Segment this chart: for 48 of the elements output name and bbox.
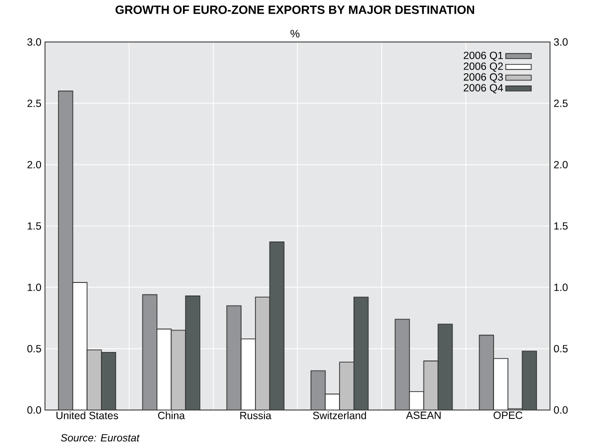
- bar: [170, 330, 186, 410]
- y-tick-label: 3.0: [27, 38, 42, 46]
- chart-subtitle: %: [290, 30, 300, 38]
- bar: [493, 358, 508, 410]
- bar: [269, 242, 284, 410]
- bar: [255, 296, 270, 410]
- bar: [185, 296, 200, 410]
- y2-tick-label: 0.5: [554, 344, 568, 352]
- y2-tick-label: 1.5: [554, 222, 568, 230]
- bar: [353, 296, 369, 410]
- x-tick-label: Switzerland: [313, 412, 366, 420]
- chart-title: GROWTH OF EURO-ZONE EXPORTS BY MAJOR DESTINATION: [116, 6, 474, 14]
- y2-tick-label: 2.5: [554, 100, 568, 108]
- y-tick-label: 2.0: [27, 160, 42, 168]
- bar: [409, 391, 424, 410]
- x-tick-label: ASEAN: [406, 412, 441, 419]
- y-tick-label: 0.5: [27, 344, 42, 352]
- bar: [522, 350, 537, 410]
- y2-tick-label: 2.0: [554, 160, 568, 168]
- bar: [423, 360, 438, 410]
- x-tick-label: China: [158, 412, 185, 420]
- bar: [310, 370, 326, 410]
- y-tick-label: 0.0: [27, 406, 42, 414]
- bar: [58, 91, 73, 410]
- bar: [87, 350, 102, 410]
- legend-label: 2006 Q1: [464, 52, 503, 61]
- x-tick-label: Russia: [240, 412, 272, 420]
- y-tick-label: 2.5: [27, 100, 42, 108]
- legend-label: 2006 Q4: [464, 84, 504, 94]
- bar: [240, 338, 256, 410]
- y2-tick-label: 1.0: [554, 284, 568, 292]
- x-tick-label: OPEC: [494, 412, 522, 419]
- x-tick-label: United States: [56, 412, 118, 420]
- bar: [478, 334, 494, 410]
- bar: [438, 324, 453, 410]
- y-tick-label: 1.0: [28, 284, 42, 292]
- legend-label: 2006 Q2: [464, 62, 503, 72]
- bar: [142, 294, 158, 410]
- bar: [101, 352, 116, 410]
- y-tick-label: 1.5: [28, 222, 42, 230]
- legend-label: 2006 Q3: [464, 73, 503, 83]
- bar: [394, 318, 410, 410]
- source-note: Source: Eurostat: [60, 434, 140, 442]
- bar: [156, 328, 172, 410]
- y2-tick-label: 0.0: [554, 406, 568, 414]
- y2-tick-label: 3.0: [554, 38, 568, 46]
- bar: [226, 305, 242, 410]
- bar: [339, 362, 354, 410]
